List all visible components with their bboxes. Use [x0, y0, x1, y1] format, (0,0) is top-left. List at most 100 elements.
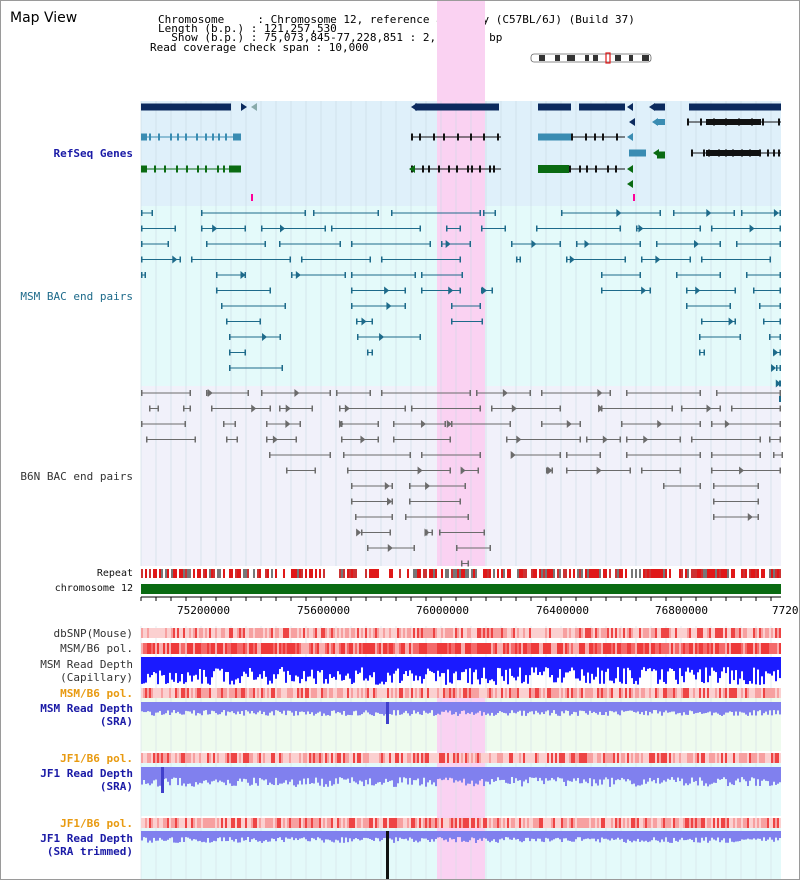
- b6n-bac-label[interactable]: B6N BAC end pairs: [20, 470, 133, 483]
- polymorphism-bin: [543, 628, 545, 638]
- read-depth-bin: [175, 767, 177, 778]
- polymorphism-bin: [647, 818, 649, 828]
- polymorphism-bin: [151, 688, 153, 698]
- read-depth-bin: [165, 657, 167, 684]
- read-depth-bin: [561, 831, 563, 843]
- bac-pair-arrow: [386, 302, 392, 310]
- msm-bac-label[interactable]: MSM BAC end pairs: [20, 290, 133, 303]
- polymorphism-bin: [151, 818, 153, 828]
- polymorphism-bin: [475, 688, 477, 698]
- polymorphism-bin: [283, 753, 285, 763]
- polymorphism-bin: [369, 753, 371, 763]
- read-depth-bin: [213, 831, 215, 841]
- read-depth-bin: [311, 767, 313, 784]
- polymorphism-bin: [773, 753, 775, 763]
- polymorphism-bin: [683, 643, 685, 654]
- read-depth-bin: [461, 702, 463, 711]
- gene-exon: [411, 133, 413, 141]
- gene-block: [656, 119, 665, 125]
- polymorphism-bin: [457, 628, 459, 638]
- read-depth-bin: [649, 831, 651, 842]
- bac-pair-end: [773, 452, 775, 458]
- polymorphism-bin: [289, 628, 291, 638]
- read-depth-bin: [443, 702, 445, 712]
- read-depth-bin: [419, 767, 421, 786]
- jf1-read-depth-trimmed-sub-label: (SRA trimmed): [46, 845, 133, 858]
- polymorphism-bin: [377, 753, 379, 763]
- polymorphism-bin: [779, 818, 781, 828]
- gene-exon: [470, 133, 472, 141]
- read-depth-bin: [569, 657, 571, 672]
- gene-exon: [158, 133, 160, 141]
- polymorphism-bin: [571, 628, 573, 638]
- read-depth-bin: [729, 767, 731, 783]
- read-depth-bin: [397, 767, 399, 784]
- polymorphism-bin: [555, 753, 557, 763]
- polymorphism-bin: [177, 818, 179, 828]
- read-depth-bin: [521, 702, 523, 716]
- polymorphism-bin: [221, 628, 223, 638]
- polymorphism-bin: [757, 628, 759, 638]
- polymorphism-bin: [261, 753, 263, 763]
- polymorphism-bin: [193, 753, 195, 763]
- polymorphism-bin: [301, 818, 303, 828]
- polymorphism-bin: [187, 818, 189, 828]
- read-depth-bin: [173, 702, 175, 711]
- bac-pair-end: [369, 390, 371, 396]
- read-depth-bin: [531, 657, 533, 668]
- read-depth-bin: [689, 702, 691, 711]
- polymorphism-bin: [779, 688, 781, 698]
- refseq-genes-label[interactable]: RefSeq Genes: [53, 147, 133, 160]
- read-depth-bin: [575, 831, 577, 840]
- read-depth-bin: [173, 657, 175, 682]
- repeat-segment: [253, 569, 255, 578]
- polymorphism-bin: [325, 753, 327, 763]
- polymorphism-bin: [593, 628, 595, 638]
- read-depth-bin: [697, 767, 699, 786]
- read-depth-bin: [471, 831, 473, 838]
- bac-pair-end: [329, 390, 331, 396]
- bac-pair-end: [331, 225, 333, 232]
- read-depth-bin: [411, 767, 413, 785]
- polymorphism-bin: [733, 643, 735, 654]
- read-depth-bin: [623, 657, 625, 669]
- repeat-segment: [613, 569, 615, 578]
- bac-pair-arrow: [262, 333, 268, 341]
- read-depth-bin: [181, 657, 183, 675]
- polymorphism-bin: [709, 643, 711, 654]
- read-depth-bin: [453, 831, 455, 840]
- read-depth-bin: [605, 767, 607, 778]
- read-depth-bin: [167, 657, 169, 684]
- gene-exon: [595, 165, 597, 173]
- polymorphism-bin: [437, 688, 439, 698]
- polymorphism-bin: [187, 688, 189, 698]
- polymorphism-bin: [743, 818, 745, 828]
- polymorphism-bin: [309, 818, 311, 828]
- bac-pair-end: [404, 303, 406, 309]
- polymorphism-bin: [689, 753, 691, 763]
- polymorphism-bin: [539, 643, 541, 654]
- polymorphism-bin: [237, 688, 239, 698]
- read-depth-bin: [403, 702, 405, 713]
- read-depth-bin: [249, 702, 251, 714]
- read-depth-bin: [285, 657, 287, 683]
- polymorphism-bin: [177, 688, 179, 698]
- read-depth-bin: [503, 831, 505, 841]
- read-depth-bin: [537, 831, 539, 839]
- read-depth-bin: [447, 831, 449, 842]
- polymorphism-bin: [393, 643, 395, 654]
- read-depth-bin: [493, 657, 495, 682]
- polymorphism-bin: [549, 753, 551, 763]
- polymorphism-bin: [425, 643, 427, 654]
- repeat-segment: [277, 569, 279, 578]
- read-depth-bin: [171, 702, 173, 713]
- polymorphism-bin: [423, 753, 425, 763]
- bac-pair-end: [519, 256, 521, 263]
- read-depth-bin: [491, 767, 493, 780]
- read-depth-bin: [531, 831, 533, 839]
- polymorphism-bin: [195, 753, 197, 763]
- bac-pair-end: [377, 210, 379, 216]
- polymorphism-bin: [731, 753, 733, 763]
- polymorphism-bin: [589, 688, 591, 698]
